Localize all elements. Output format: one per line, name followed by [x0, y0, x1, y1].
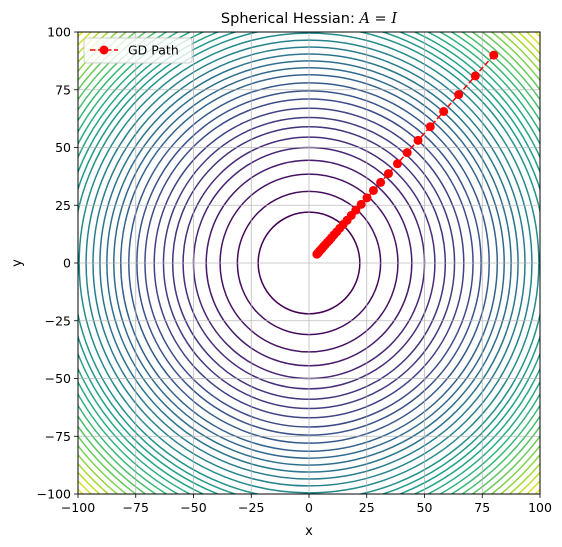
- y-tick-label: 75: [55, 82, 71, 97]
- x-tick-label: −75: [123, 500, 149, 515]
- chart-title: Spherical Hessian: A = I: [221, 11, 397, 27]
- x-axis-label: x: [305, 524, 313, 539]
- x-tick-label: −100: [61, 500, 95, 515]
- series-point: [470, 71, 480, 81]
- y-axis: −100 −75 −50 −25 0 25 50 75 100: [37, 25, 78, 502]
- series-point: [439, 106, 449, 116]
- series-point: [368, 185, 378, 195]
- y-tick-label: −100: [37, 487, 71, 502]
- series-point: [425, 122, 435, 132]
- series-point: [312, 249, 322, 259]
- y-tick-label: 100: [47, 25, 71, 40]
- series-point: [362, 193, 372, 203]
- x-tick-label: 50: [417, 500, 433, 515]
- x-tick-label: 100: [528, 500, 552, 515]
- series-point: [402, 148, 412, 158]
- x-tick-label: 25: [359, 500, 375, 515]
- y-axis-label: y: [10, 259, 25, 267]
- series-layer: [312, 50, 499, 259]
- y-tick-label: −25: [45, 313, 71, 328]
- series-point: [383, 169, 393, 179]
- y-tick-label: −50: [45, 371, 71, 386]
- series-point: [356, 199, 366, 209]
- x-tick-label: 75: [474, 500, 490, 515]
- legend-box: [83, 37, 193, 64]
- series-point: [376, 177, 386, 187]
- series-point: [392, 159, 402, 169]
- x-tick-label: −25: [238, 500, 264, 515]
- grid-layer: [78, 32, 540, 494]
- legend: GD Path: [83, 37, 193, 64]
- x-tick-label: −50: [180, 500, 206, 515]
- y-tick-label: 0: [63, 256, 71, 271]
- legend-marker-swatch: [99, 45, 109, 55]
- x-axis: −100 −75 −50 −25 0 25 50 75 100: [61, 494, 552, 515]
- y-tick-label: 25: [55, 198, 71, 213]
- legend-entry-gd-path: GD Path: [128, 43, 179, 58]
- y-tick-label: 50: [55, 140, 71, 155]
- series-point: [454, 90, 464, 100]
- series-point: [413, 135, 423, 145]
- x-tick-label: 0: [305, 500, 313, 515]
- series-point: [489, 50, 499, 60]
- y-tick-label: −75: [45, 429, 71, 444]
